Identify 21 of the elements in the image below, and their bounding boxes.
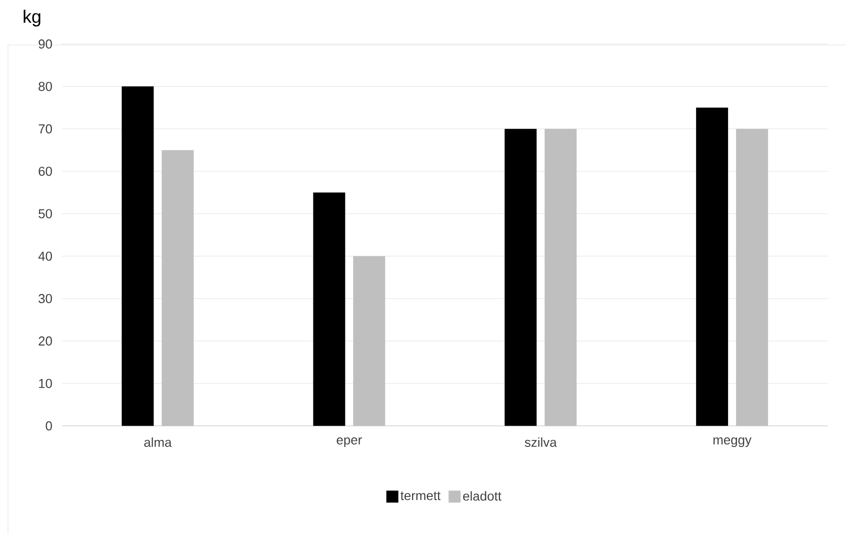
y-tick-label: 20 xyxy=(38,336,52,346)
bar xyxy=(696,108,728,426)
legend-label: termett xyxy=(400,492,441,500)
y-tick-label: 60 xyxy=(38,166,52,176)
y-axis-title: kg xyxy=(24,10,40,27)
y-tick-label: 30 xyxy=(38,294,52,304)
bar xyxy=(122,86,154,426)
x-tick-label: meggy xyxy=(714,437,752,448)
y-tick-label: 0 xyxy=(46,421,52,431)
y-tick-label: 10 xyxy=(39,378,52,388)
bar xyxy=(504,128,537,426)
y-tick-label: 50 xyxy=(38,209,52,218)
x-tick-label: szilva xyxy=(524,437,557,447)
bar xyxy=(313,192,346,426)
x-tick-label: alma xyxy=(144,437,172,447)
y-tick-label: 40 xyxy=(38,252,52,261)
x-tick-label: eper xyxy=(336,437,362,448)
y-tick-label: 90 xyxy=(38,39,52,49)
y-tick-label: 70 xyxy=(38,124,52,134)
y-tick-label: 80 xyxy=(38,82,52,92)
legend-label: eladott xyxy=(463,491,502,501)
